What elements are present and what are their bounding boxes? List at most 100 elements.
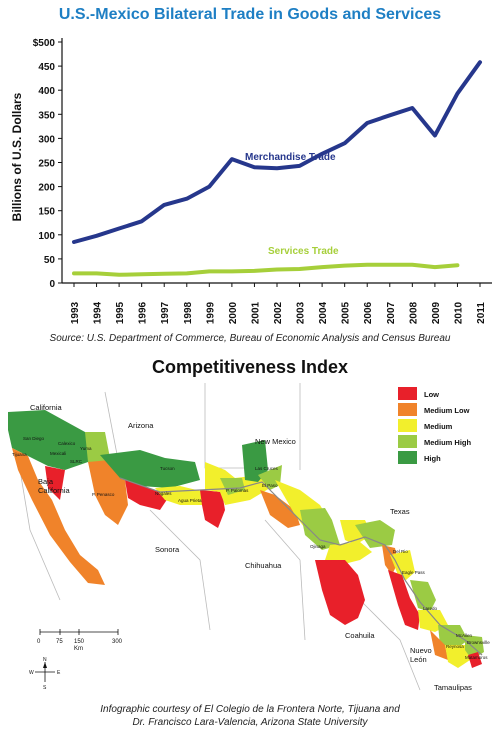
region-nm-high bbox=[220, 478, 245, 495]
city-label: Reynosa bbox=[446, 644, 464, 649]
region-reynosa-west bbox=[430, 630, 448, 660]
border-coah-nl bbox=[359, 599, 421, 691]
city-label: Tijuana bbox=[12, 452, 27, 457]
map-scale-bar: 0 75 150 300 Km bbox=[37, 629, 123, 652]
x-tick-label: 2008 bbox=[408, 301, 419, 324]
x-tick-label: 2003 bbox=[296, 301, 307, 324]
series-label-services: Services Trade bbox=[268, 246, 339, 257]
state-label-new-mexico: New Mexico bbox=[255, 437, 296, 446]
city-label: McAllen bbox=[456, 633, 473, 638]
region-piedras-negras bbox=[388, 570, 420, 630]
region-tijuana-mexicali bbox=[8, 410, 100, 470]
x-tick-label: 1998 bbox=[183, 301, 194, 324]
y-tick-label: 350 bbox=[38, 110, 55, 121]
legend-label-low: Low bbox=[424, 390, 439, 399]
state-label-arizona: Arizona bbox=[128, 421, 154, 430]
city-label: Nogales bbox=[155, 491, 172, 496]
border-river bbox=[119, 477, 483, 656]
city-label: Tucson bbox=[160, 466, 175, 471]
x-tick-label: 1995 bbox=[115, 301, 126, 324]
y-tick-label: 0 bbox=[49, 279, 55, 290]
region-eagle-pass-us bbox=[390, 550, 415, 580]
city-label: Ojinaga bbox=[310, 544, 326, 549]
x-tick-label: 2004 bbox=[318, 301, 329, 324]
region-tucson bbox=[100, 450, 200, 488]
y-tick-label: 100 bbox=[38, 231, 55, 242]
y-tick-label: 150 bbox=[38, 207, 55, 218]
compass-icon: N S E W bbox=[29, 657, 61, 691]
credit-line-1: Infographic courtesy of El Colegio de la… bbox=[100, 704, 400, 715]
legend-label-medium-low: Medium Low bbox=[424, 406, 470, 415]
region-reynosa bbox=[445, 645, 470, 668]
region-chih-low bbox=[200, 490, 225, 528]
state-label-coahuila: Coahuila bbox=[345, 631, 375, 640]
scale-label: Km bbox=[74, 646, 83, 652]
state-label-nuevo-leon-1: Nuevo bbox=[410, 646, 432, 655]
state-label-california: California bbox=[30, 403, 63, 412]
x-tick-label: 2002 bbox=[273, 301, 284, 324]
x-tick-label: 2000 bbox=[228, 301, 239, 324]
border-son-chih bbox=[149, 509, 211, 631]
region-del-rio bbox=[382, 545, 398, 575]
region-baja-low bbox=[45, 466, 65, 500]
region-juarez-south bbox=[260, 490, 300, 528]
legend-swatch-medium-low bbox=[398, 403, 417, 416]
border-chih-coah bbox=[264, 519, 306, 641]
map-legend: Low Medium Low Medium Medium High High bbox=[398, 387, 471, 464]
legend-label-medium: Medium bbox=[424, 422, 453, 431]
state-label-nuevo-leon-2: León bbox=[410, 655, 427, 664]
legend-label-high: High bbox=[424, 454, 441, 463]
region-mcallen bbox=[438, 625, 468, 650]
scale-label: 150 bbox=[74, 639, 85, 645]
competitiveness-map: Low Medium Low Medium Medium High High C… bbox=[0, 383, 500, 698]
city-label: Mexicali bbox=[50, 451, 66, 456]
compass-n: N bbox=[43, 657, 47, 663]
services-trade-line bbox=[72, 262, 460, 277]
legend-swatch-medium-high bbox=[398, 435, 417, 448]
city-label: Calexico bbox=[58, 441, 76, 446]
city-label: Laredo bbox=[423, 606, 438, 611]
region-matamoros bbox=[468, 652, 482, 668]
credit-line-2: Dr. Francisco Lara-Valencia, Arizona Sta… bbox=[132, 717, 368, 728]
scale-label: 300 bbox=[112, 639, 123, 645]
region-nogales bbox=[125, 480, 170, 510]
compass-e: E bbox=[57, 670, 61, 676]
y-tick-label: 250 bbox=[38, 159, 55, 170]
compass-s: S bbox=[43, 685, 47, 691]
state-label-baja-2: California bbox=[38, 486, 71, 495]
state-label-tamaulipas: Tamaulipas bbox=[434, 683, 472, 692]
series-label-merchandise: Merchandise Trade bbox=[245, 152, 336, 163]
state-label-sonora: Sonora bbox=[155, 545, 180, 554]
region-las-cruces bbox=[242, 440, 268, 482]
compass-w: W bbox=[29, 670, 34, 676]
region-coahuila-low bbox=[315, 560, 365, 625]
city-label: San Diego bbox=[23, 436, 45, 441]
x-tick-label: 2010 bbox=[453, 301, 464, 324]
state-label-texas: Texas bbox=[390, 507, 410, 516]
region-brownsville bbox=[465, 635, 484, 660]
city-label: Eagle Pass bbox=[402, 570, 426, 575]
city-label: P. Penasco bbox=[92, 492, 115, 497]
city-label: P. Palomas bbox=[226, 488, 249, 493]
y-axis-label: Billions of U.S. Dollars bbox=[10, 92, 24, 222]
x-tick-label: 1996 bbox=[138, 301, 149, 324]
region-coah-north bbox=[325, 542, 372, 565]
city-label: El Paso bbox=[262, 483, 278, 488]
region-laredo bbox=[410, 580, 436, 612]
x-tick-label: 2005 bbox=[341, 301, 352, 324]
chart-title: U.S.-Mexico Bilateral Trade in Goods and… bbox=[58, 6, 442, 23]
y-tick-label: 450 bbox=[38, 62, 55, 73]
city-label: Brownsville bbox=[467, 640, 490, 645]
legend-swatch-low bbox=[398, 387, 417, 400]
x-tick-label: 2006 bbox=[363, 301, 374, 324]
y-tick-label: 300 bbox=[38, 134, 55, 145]
scale-label: 75 bbox=[56, 639, 63, 645]
x-tick-label: 1997 bbox=[160, 301, 171, 324]
legend-swatch-medium bbox=[398, 419, 417, 432]
scale-label: 0 bbox=[37, 639, 41, 645]
chart-source: Source: U.S. Department of Commerce, Bur… bbox=[49, 333, 451, 344]
city-label: Del Rio bbox=[393, 549, 408, 554]
trade-chart: $500 450 400 350 300 250 200 150 100 50 0 1993 1994 1… bbox=[33, 38, 492, 324]
y-tick-label: $500 bbox=[33, 38, 56, 49]
